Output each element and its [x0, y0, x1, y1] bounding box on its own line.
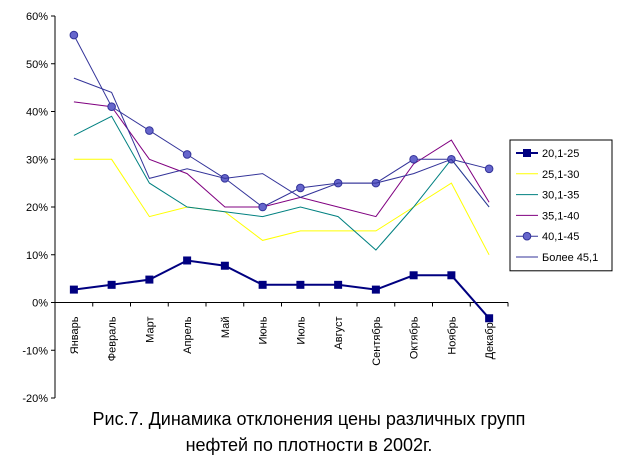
- legend-label: 20,1-25: [542, 148, 579, 160]
- series-line: [73, 259, 490, 319]
- data-point: [484, 164, 494, 174]
- x-tick-label: Февраль: [107, 316, 119, 361]
- x-tick-label: Июнь: [258, 316, 270, 344]
- y-tick-label: 10%: [26, 250, 48, 262]
- x-tick-label: Октябрь: [409, 316, 421, 359]
- data-point: [107, 102, 116, 112]
- legend-label: Более 45,1: [542, 252, 598, 264]
- y-tick-label: -20%: [22, 393, 48, 405]
- x-tick-label: Январь: [69, 316, 81, 354]
- caption-line-2: нефтей по плотности в 2002г.: [185, 435, 433, 455]
- y-tick-label: 0%: [32, 298, 48, 310]
- y-tick-label: -10%: [22, 345, 48, 357]
- y-tick-label: 50%: [26, 59, 48, 71]
- data-point: [258, 280, 267, 289]
- legend-box: [509, 139, 613, 272]
- data-point: [69, 285, 78, 294]
- legend-marker: [522, 231, 532, 241]
- x-tick-label: Ноябрь: [446, 316, 458, 354]
- data-point: [485, 314, 494, 323]
- series-line: [73, 77, 490, 208]
- data-point: [334, 280, 343, 289]
- data-point: [182, 150, 192, 159]
- x-tick-label: Июль: [295, 316, 307, 344]
- caption-line-1: Рис.7. Динамика отклонения цены различны…: [92, 409, 526, 429]
- y-tick-label: 60%: [26, 11, 48, 23]
- legend-label: 40,1-45: [542, 231, 579, 243]
- chart: -20% -10% 0% 10% 20% 30% 40% 50% 60% Январь Февра…: [22, 11, 613, 405]
- y-tick-label: 20%: [26, 202, 48, 214]
- x-tick-label: Апрель: [182, 316, 194, 354]
- data-point: [371, 285, 380, 294]
- data-point: [220, 261, 229, 270]
- data-point: [447, 271, 456, 280]
- x-axis: Январь Февраль Март Апрель Май Июнь Июль Август…: [54, 302, 509, 366]
- series-line: [73, 101, 490, 218]
- data-point: [258, 202, 267, 212]
- legend-label: 30,1-35: [542, 190, 579, 202]
- y-tick-label: 30%: [26, 154, 48, 166]
- series-line: [73, 115, 490, 251]
- y-axis: -20% -10% 0% 10% 20% 30% 40% 50% 60%: [22, 11, 56, 405]
- x-tick-label: Сентябрь: [371, 316, 383, 366]
- x-tick-label: Май: [220, 317, 232, 339]
- plot-series: [69, 30, 494, 323]
- chart-caption: Рис.7. Динамика отклонения цены различны…: [0, 406, 618, 458]
- data-point: [296, 280, 305, 289]
- series-line: [73, 34, 490, 208]
- data-point: [183, 256, 192, 265]
- y-tick-label: 40%: [26, 107, 48, 119]
- data-point: [409, 271, 418, 280]
- data-point: [296, 183, 305, 193]
- data-point: [107, 280, 116, 289]
- data-point: [409, 154, 418, 164]
- legend-label: 35,1-40: [542, 210, 579, 222]
- legend-marker: [523, 149, 531, 157]
- x-tick-label: Март: [144, 317, 156, 343]
- data-point: [69, 30, 79, 40]
- legend: 20,1-25 25,1-30 30,1-35 35,1-40 40,1-45 Более…: [509, 139, 613, 272]
- data-point: [145, 126, 154, 135]
- x-tick-label: Август: [333, 317, 345, 350]
- data-point: [145, 275, 154, 284]
- series-line: [73, 158, 490, 256]
- x-tick-label: Декабрь: [484, 316, 496, 359]
- legend-label: 25,1-30: [542, 169, 579, 181]
